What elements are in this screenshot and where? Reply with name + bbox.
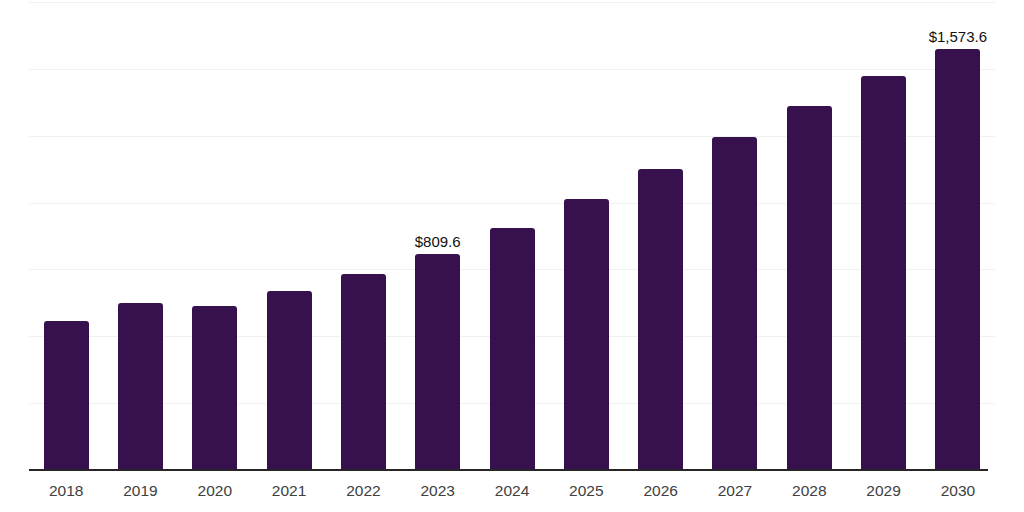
x-axis-tick-label: 2019 [103,483,177,499]
bar-2021 [267,291,312,470]
x-axis-tick-label: 2020 [178,483,252,499]
bar-2025 [564,199,609,470]
x-axis-tick-label: 2030 [921,483,995,499]
bar-2020 [192,306,237,470]
bar-2029 [861,76,906,470]
bar-2024 [490,228,535,470]
bar-2018 [44,321,89,470]
bar-2027 [712,137,757,470]
bar-2022 [341,274,386,470]
x-axis-tick-label: 2026 [624,483,698,499]
bar-2023: $809.6 [415,254,460,471]
bar-chart: $809.6$1,573.6 2018201920202021202220232… [0,0,1024,512]
x-axis-tick-label: 2021 [252,483,326,499]
x-axis-tick-label: 2022 [326,483,400,499]
bar-2030: $1,573.6 [935,49,980,470]
gridline [29,136,995,137]
bar-value-label: $1,573.6 [929,29,987,44]
gridline [29,203,995,204]
bar-2028 [787,106,832,470]
x-axis-tick-label: 2027 [698,483,772,499]
x-axis-tick-label: 2025 [549,483,623,499]
x-axis-tick-label: 2029 [846,483,920,499]
bar-2026 [638,169,683,470]
bar-value-label: $809.6 [415,234,461,249]
x-axis-labels: 2018201920202021202220232024202520262027… [29,483,995,499]
gridline [29,69,995,70]
plot-area: $809.6 $1,573.6 [29,0,995,470]
x-axis-line [29,469,988,471]
x-axis-tick-label: 2028 [772,483,846,499]
x-axis-tick-label: 2023 [401,483,475,499]
x-axis-tick-label: 2018 [29,483,103,499]
gridline [29,2,995,3]
bar-2019 [118,303,163,470]
x-axis-tick-label: 2024 [475,483,549,499]
